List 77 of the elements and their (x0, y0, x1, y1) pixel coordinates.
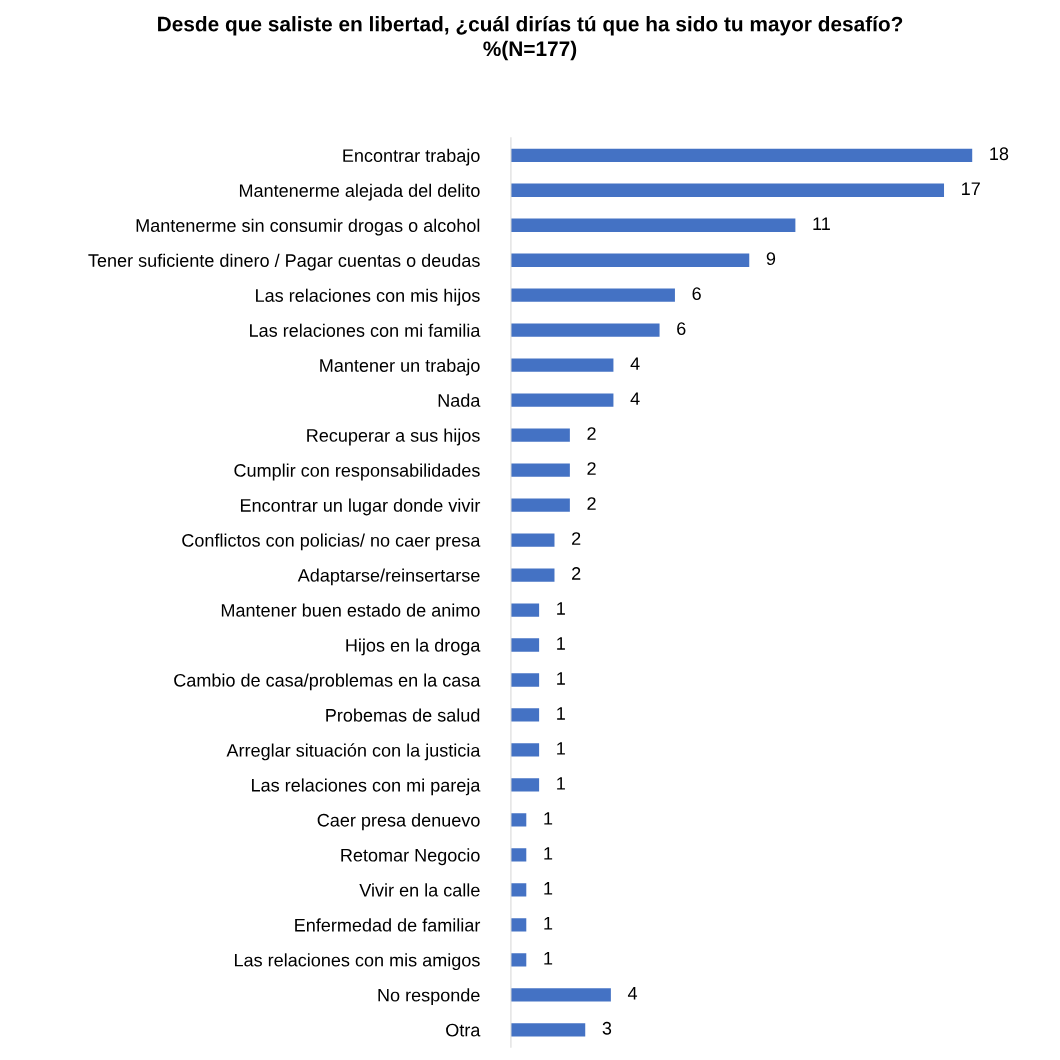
bar (510, 463, 570, 477)
chart-title: Desde que saliste en libertad, ¿cuál dirías tú que ha sido tu mayor desafío? %(N=177) (158, 15, 903, 61)
bar (510, 253, 750, 267)
bar (510, 288, 675, 302)
y-tick-label: No responde (378, 988, 480, 1006)
bar (510, 813, 527, 827)
y-tick-label: Retomar Negocio (341, 848, 480, 866)
y-tick-label: Vivir en la calle (359, 883, 480, 897)
data-label: 1 (557, 672, 565, 685)
data-label: 1 (557, 777, 565, 790)
data-label: 2 (587, 427, 596, 440)
y-tick-label: Cumplir con responsabilidades (234, 463, 480, 481)
y-tick-label: Encontrar trabajo (343, 148, 480, 166)
data-label: 4 (627, 987, 638, 1000)
bar (510, 358, 614, 372)
y-tick-label: Mantenerme sin consumir drogas o alcohol (136, 218, 480, 236)
bar (510, 533, 555, 547)
bar (510, 883, 527, 897)
bar (510, 673, 540, 687)
bar (510, 708, 540, 722)
data-label: 2 (572, 567, 581, 580)
y-tick-label: Cambio de casa/problemas en la casa (174, 673, 481, 691)
y-tick-label: Encontrar un lugar donde vivir (240, 498, 481, 516)
y-tick-label: Nada (438, 393, 481, 407)
bar (510, 428, 570, 442)
data-label: 2 (572, 532, 581, 545)
y-tick-label: Otra (446, 1023, 481, 1037)
bar (510, 848, 527, 862)
data-label: 1 (557, 637, 565, 650)
y-tick-label: Las relaciones con mi familia (250, 323, 481, 337)
data-label: 1 (544, 812, 553, 825)
y-tick-label: Mantenerme alejada del delito (239, 183, 480, 201)
data-label: 4 (630, 357, 640, 370)
data-label: 2 (587, 497, 596, 510)
bar (510, 393, 614, 407)
bar (510, 323, 660, 337)
y-tick-label: Hijos en la droga (346, 638, 481, 656)
data-label: 18 (990, 147, 1009, 161)
data-label: 1 (544, 847, 553, 860)
data-label: 6 (692, 287, 701, 301)
data-label: 9 (766, 252, 776, 266)
data-label: 1 (544, 952, 553, 965)
data-label: 6 (677, 322, 686, 336)
y-tick-label: Conflictos con policias/ no caer presa (182, 533, 481, 551)
data-label: 1 (557, 742, 565, 755)
data-label: 4 (630, 392, 640, 405)
bar (510, 148, 973, 162)
y-tick-label: Recuperar a sus hijos (307, 428, 480, 446)
bar (510, 568, 555, 582)
y-tick-label: Las relaciones con mis amigos (234, 953, 480, 971)
y-tick-label: Mantener un trabajo (320, 358, 480, 376)
bar (510, 743, 540, 757)
y-tick-label: Arreglar situación con la justicia (226, 743, 481, 761)
bar (510, 498, 570, 512)
y-tick-label: Las relaciones con mi pareja (252, 778, 481, 796)
data-label: 17 (962, 182, 980, 195)
data-label: 3 (602, 1021, 612, 1035)
data-label: 1 (557, 707, 565, 720)
y-tick-label: Enfermedad de familiar (295, 918, 481, 932)
y-tick-label: Las relaciones con mis hijos (256, 288, 480, 306)
y-tick-label: Mantener buen estado de animo (221, 603, 480, 617)
data-label: 1 (544, 882, 553, 895)
data-label: 1 (557, 602, 565, 615)
y-tick-label: Caer presa denuevo (317, 813, 480, 831)
bar (510, 183, 945, 197)
bar (510, 638, 540, 652)
bar (510, 1023, 586, 1037)
bar (510, 218, 796, 232)
bar (510, 988, 611, 1002)
data-label: 1 (544, 917, 553, 930)
y-tick-label: Adaptarse/reinsertarse (297, 568, 480, 586)
data-label: 11 (813, 217, 830, 230)
bar (510, 603, 540, 617)
data-label: 2 (587, 462, 596, 475)
bar (510, 778, 540, 792)
y-tick-label: Probemas de salud (326, 708, 480, 722)
y-tick-label: Tener suficiente dinero / Pagar cuentas o deudas (88, 253, 480, 271)
